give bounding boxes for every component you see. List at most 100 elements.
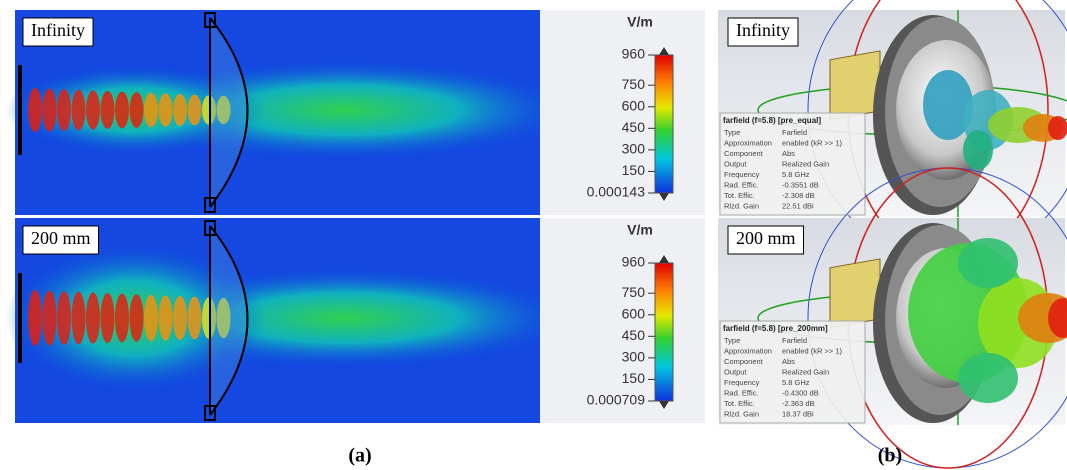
colorbar-unit: V/m bbox=[627, 222, 653, 238]
arrow bbox=[659, 401, 669, 409]
info-key: Type bbox=[724, 336, 740, 345]
hot-spot bbox=[71, 89, 86, 131]
colorbar-panel bbox=[540, 218, 705, 423]
colorbar-tick-label: 600 bbox=[622, 305, 646, 321]
colorbar-tick-label: 750 bbox=[622, 76, 646, 92]
info-title: farfield (f=5.8) [pre_equal] bbox=[723, 116, 821, 125]
info-key: Output bbox=[724, 367, 747, 376]
colorbar-tick-label: 960 bbox=[622, 46, 646, 62]
info-key: Type bbox=[724, 128, 740, 137]
hot-spot bbox=[187, 296, 202, 340]
colorbar-tick-label: 150 bbox=[622, 370, 646, 386]
hot-spot bbox=[144, 92, 158, 128]
info-value: Farfield bbox=[782, 336, 807, 345]
info-key: Rad. Effic. bbox=[724, 180, 758, 189]
info-value: Abs bbox=[782, 357, 795, 366]
hot-spot bbox=[100, 293, 115, 343]
lens-tab bbox=[204, 12, 216, 28]
array bbox=[829, 50, 881, 121]
hot-spot bbox=[86, 90, 100, 130]
caption: (b) bbox=[878, 445, 902, 467]
hot-spot bbox=[216, 95, 231, 125]
panel-label: Infinity bbox=[31, 20, 85, 40]
label-box bbox=[727, 17, 799, 47]
colorbar-tick-label: 600 bbox=[622, 97, 646, 113]
colorbar bbox=[654, 262, 674, 402]
info-key: Component bbox=[724, 357, 764, 366]
colorbar-tick-label: 450 bbox=[622, 119, 646, 135]
info-key: Approximation bbox=[724, 138, 772, 147]
hot-spot bbox=[173, 94, 187, 126]
info-key: Rlzd. Gain bbox=[724, 201, 759, 210]
info-value: Abs bbox=[782, 149, 795, 158]
label-box bbox=[22, 225, 100, 255]
lens-tab bbox=[204, 405, 216, 421]
hot-spot bbox=[115, 91, 129, 129]
info-value: 5.8 GHz bbox=[782, 378, 810, 387]
lens bbox=[209, 17, 249, 208]
caption: (a) bbox=[348, 445, 371, 467]
hot-spot bbox=[129, 294, 144, 342]
colorbar bbox=[654, 54, 674, 194]
hot-spot bbox=[57, 291, 71, 345]
hot-spot bbox=[115, 293, 129, 343]
hot-spot bbox=[42, 88, 57, 132]
panel-label: Infinity bbox=[736, 20, 790, 40]
info-value: 22.51 dBi bbox=[782, 201, 814, 210]
info-key: Rlzd. Gain bbox=[724, 409, 759, 418]
info-box bbox=[719, 112, 866, 216]
arrow bbox=[659, 255, 669, 263]
info-key: Tot. Effic. bbox=[724, 399, 755, 408]
hot-spot bbox=[216, 297, 231, 339]
colorbar-tick-label: 0.000709 bbox=[587, 392, 646, 408]
radiation-lobe bbox=[1048, 116, 1067, 140]
source bbox=[18, 273, 22, 363]
lens-tab bbox=[204, 220, 216, 236]
panel-label: 200 mm bbox=[736, 228, 796, 248]
lens-tab bbox=[204, 197, 216, 213]
hot-spot bbox=[173, 296, 187, 340]
radiation-lobe bbox=[958, 238, 1018, 288]
radiation-lobe bbox=[963, 130, 993, 170]
info-key: Frequency bbox=[724, 378, 760, 387]
info-value: 18.37 dBi bbox=[782, 409, 814, 418]
info-key: Output bbox=[724, 159, 747, 168]
info-value: Farfield bbox=[782, 128, 807, 137]
hot-spot bbox=[28, 88, 42, 132]
colorbar-tick-label: 150 bbox=[622, 162, 646, 178]
label-box bbox=[727, 225, 805, 255]
info-value: enabled (kR >> 1) bbox=[782, 346, 843, 355]
label-box bbox=[22, 17, 94, 47]
info-value: -2.363 dB bbox=[782, 399, 815, 408]
content: Infinity V/m 960 750 600 450 300 150 0.000143 200… bbox=[5, 0, 1067, 469]
colorbar-tick-label: 0.000143 bbox=[587, 184, 646, 200]
arrow bbox=[659, 47, 669, 55]
hot-spot bbox=[187, 94, 202, 126]
hot-spot bbox=[158, 93, 173, 127]
colorbar-tick-label: 450 bbox=[622, 327, 646, 343]
info-value: -2.308 dB bbox=[782, 191, 815, 200]
radiation-lobe bbox=[923, 70, 973, 140]
colorbar-unit: V/m bbox=[627, 14, 653, 30]
hot-spot bbox=[100, 91, 115, 129]
hot-spot bbox=[28, 290, 42, 346]
info-title: farfield (f=5.8) [pre_200mm] bbox=[723, 324, 828, 333]
colorbar-tick-label: 300 bbox=[622, 141, 646, 157]
panel-label: 200 mm bbox=[31, 228, 91, 248]
array bbox=[829, 258, 881, 329]
arrow bbox=[659, 193, 669, 201]
colorbar-panel bbox=[540, 10, 705, 215]
source bbox=[18, 65, 22, 155]
hot-spot bbox=[144, 294, 158, 342]
colorbar-tick-label: 960 bbox=[622, 254, 646, 270]
info-key: Component bbox=[724, 149, 764, 158]
hot-spot bbox=[129, 92, 144, 128]
hot-spot bbox=[158, 295, 173, 341]
radiation-lobe bbox=[1048, 298, 1067, 338]
info-box bbox=[719, 320, 866, 424]
hot-spot bbox=[86, 292, 100, 344]
info-key: Frequency bbox=[724, 170, 760, 179]
info-key: Tot. Effic. bbox=[724, 191, 755, 200]
lens bbox=[209, 225, 249, 416]
